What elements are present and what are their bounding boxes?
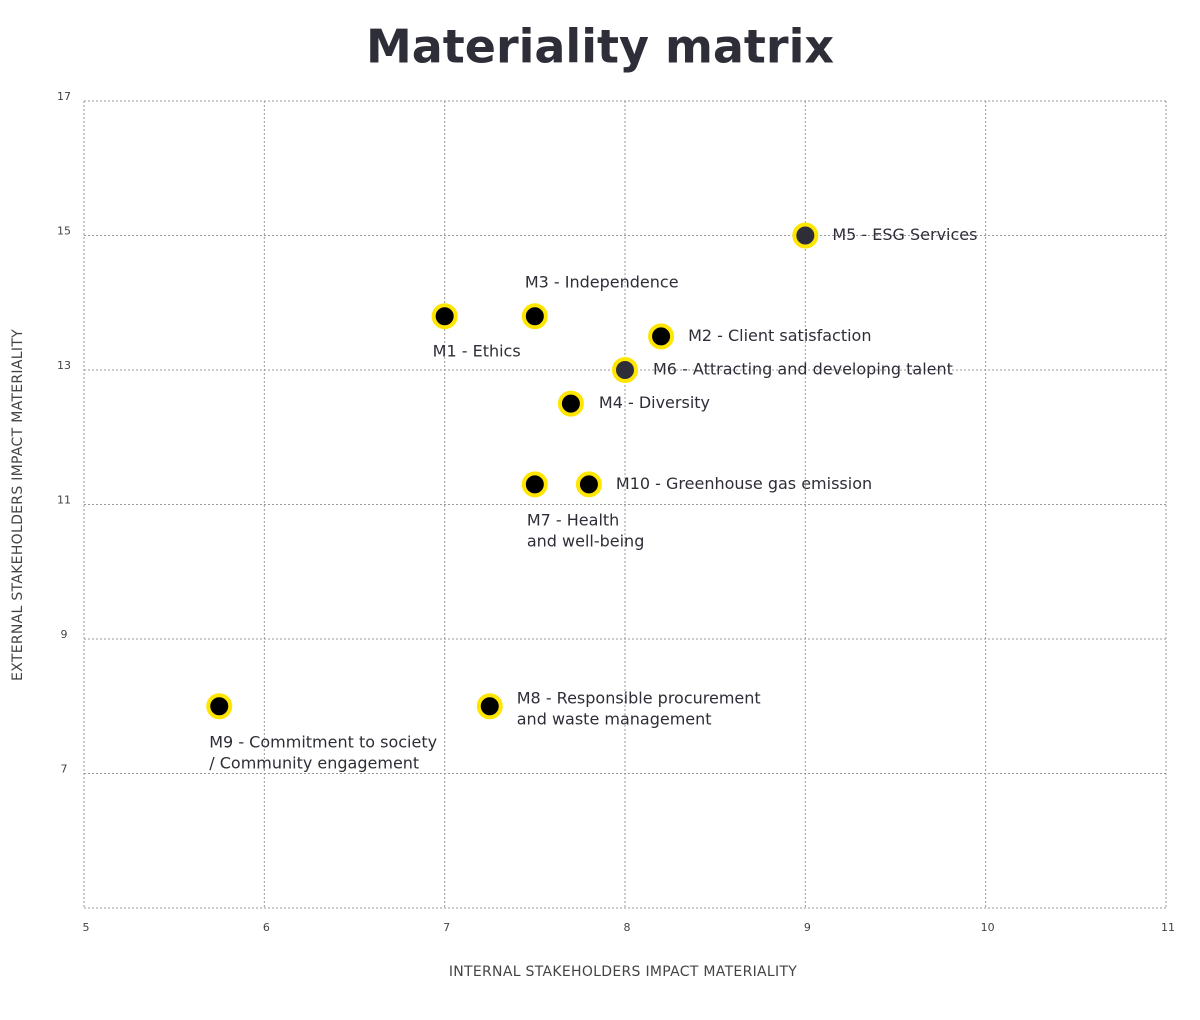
point-label: M10 - Greenhouse gas emission [616,474,872,493]
x-tick-label: 7 [443,921,450,934]
point-label: M4 - Diversity [599,393,710,412]
point-label: M6 - Attracting and developing talent [653,360,953,379]
x-tick-label: 8 [624,921,631,934]
y-axis-title: EXTERNAL STAKEHOLDERS IMPACT MATERIALITY [10,329,26,681]
y-tick-label: 11 [57,494,71,507]
chart-title: Materiality matrix [366,20,834,74]
point [575,471,602,498]
point [206,693,233,720]
point-label: M8 - Responsible procurement and waste ma… [517,688,761,728]
point-label: M7 - Health and well-being [527,510,645,550]
y-tick-label: 13 [57,359,71,372]
point-label: M1 - Ethics [433,342,521,361]
point [557,390,584,417]
x-tick-label: 5 [83,921,90,934]
point-label: M9 - Commitment to society / Community en… [209,732,437,772]
x-tick-label: 9 [804,921,811,934]
point-label: M3 - Independence [525,273,679,292]
x-tick-label: 6 [263,921,270,934]
point [612,357,638,383]
point [476,693,503,720]
point [431,303,458,330]
point [521,303,548,330]
y-tick-label: 15 [57,225,71,238]
x-axis-title: INTERNAL STAKEHOLDERS IMPACT MATERIALITY [449,964,797,980]
x-tick-label: 11 [1161,921,1175,934]
point-label: M2 - Client satisfaction [688,326,871,345]
point [648,323,675,350]
x-tick-label: 10 [981,921,995,934]
point-label: M5 - ESG Services [832,225,977,244]
point [792,222,819,249]
y-tick-label: 7 [61,763,68,776]
y-tick-label: 17 [57,90,71,103]
y-tick-label: 9 [61,628,68,641]
point [521,471,548,498]
